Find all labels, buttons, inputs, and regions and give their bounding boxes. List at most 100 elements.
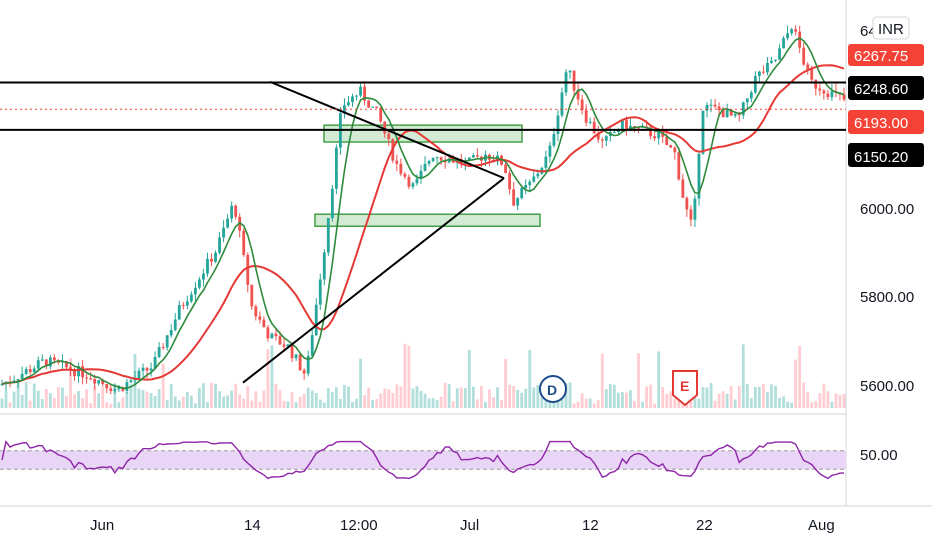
volume-bar <box>222 396 225 408</box>
candle-body <box>85 377 89 379</box>
volume-bar <box>802 382 806 408</box>
currency-badge[interactable] <box>872 16 910 40</box>
volume-bar <box>117 402 121 408</box>
volume-bar <box>842 393 846 408</box>
volume-bar <box>721 391 725 408</box>
candle-body <box>766 62 769 73</box>
volume-bar <box>576 401 580 408</box>
candle-body <box>44 359 48 367</box>
volume-bar <box>568 382 572 408</box>
candle-body <box>584 110 588 123</box>
earnings-marker[interactable] <box>672 370 698 407</box>
volume-bar <box>741 344 745 408</box>
candle-body <box>673 147 677 153</box>
volume-bar <box>604 389 608 408</box>
candle-body <box>157 347 161 357</box>
candle-body <box>230 205 234 219</box>
volume-bar <box>733 399 737 408</box>
volume-bar <box>633 400 636 408</box>
volume-bar <box>24 382 28 408</box>
candle-body <box>363 86 366 101</box>
volume-bar <box>359 358 362 408</box>
volume-bar <box>105 402 109 408</box>
volume-bar <box>782 396 785 408</box>
volume-bar <box>770 384 773 408</box>
volume-bar <box>81 398 84 408</box>
currency-label: INR <box>878 21 904 38</box>
candle-body <box>395 160 399 164</box>
candle-body <box>399 163 403 174</box>
candle-body <box>576 90 580 100</box>
triangle-lower-line[interactable] <box>242 177 505 384</box>
volume-bar <box>580 393 584 408</box>
volume-bar <box>822 383 826 408</box>
volume-bar <box>343 384 346 408</box>
demand-zone[interactable] <box>314 213 541 228</box>
volume-bar <box>407 345 411 408</box>
candle-body <box>234 205 238 217</box>
volume-bar <box>737 386 741 408</box>
candle-body <box>310 335 314 356</box>
candle-body <box>741 102 745 116</box>
volume-bar <box>608 383 612 408</box>
candle-body <box>266 327 270 339</box>
volume-bar <box>226 395 230 408</box>
volume-bar <box>447 383 451 408</box>
volume-bar <box>109 403 113 408</box>
volume-bar <box>395 384 399 408</box>
volume-bar <box>28 400 32 408</box>
supply-zone[interactable] <box>323 124 523 143</box>
volume-bar <box>540 397 544 408</box>
volume-bar <box>355 398 358 408</box>
volume-bar <box>254 391 258 408</box>
candle-body <box>125 382 129 391</box>
dividend-marker[interactable] <box>539 375 567 403</box>
price-pane[interactable] <box>0 0 846 414</box>
volume-bars <box>0 343 846 408</box>
volume-bar <box>766 392 769 408</box>
volume-bar <box>250 400 254 408</box>
candle-body <box>774 59 777 61</box>
candle-body <box>270 333 274 339</box>
volume-bar <box>697 398 701 408</box>
volume-bar <box>185 391 189 408</box>
candle-body <box>596 133 600 140</box>
volume-bar <box>496 387 499 408</box>
candle-body <box>367 100 371 108</box>
volume-bar <box>621 392 624 408</box>
candle-body <box>516 198 520 206</box>
volume-bar <box>189 395 193 408</box>
candle-body <box>806 64 810 70</box>
high-price-label: 6267.75 <box>854 48 908 65</box>
volume-bar <box>326 388 330 408</box>
candle-body <box>786 33 789 39</box>
candle-body <box>471 155 475 158</box>
volume-bar <box>592 403 596 408</box>
volume-bar <box>0 398 4 408</box>
volume-bar <box>798 345 802 408</box>
candle-body <box>757 71 761 77</box>
volume-bar <box>524 388 528 408</box>
volume-bar <box>318 399 322 408</box>
volume-bar <box>415 386 419 408</box>
volume-bar <box>351 401 354 408</box>
volume-bar <box>693 391 697 408</box>
price-tick-5800: 5800.00 <box>860 289 914 306</box>
candle-body <box>447 158 451 163</box>
support-price-label: 6150.20 <box>854 149 908 166</box>
candle-body <box>210 258 213 262</box>
volume-bar <box>375 399 379 408</box>
candle-body <box>189 294 193 302</box>
candle-body <box>725 109 729 118</box>
volume-bar <box>794 359 798 408</box>
earnings-marker-label: E <box>680 378 689 394</box>
last-price-label: 6193.00 <box>854 115 908 132</box>
volume-bar <box>48 393 52 408</box>
candle-body <box>621 120 624 130</box>
volume-bar <box>97 393 101 408</box>
volume-bar <box>266 349 270 408</box>
candle-body <box>431 158 435 161</box>
volume-bar <box>520 392 524 408</box>
